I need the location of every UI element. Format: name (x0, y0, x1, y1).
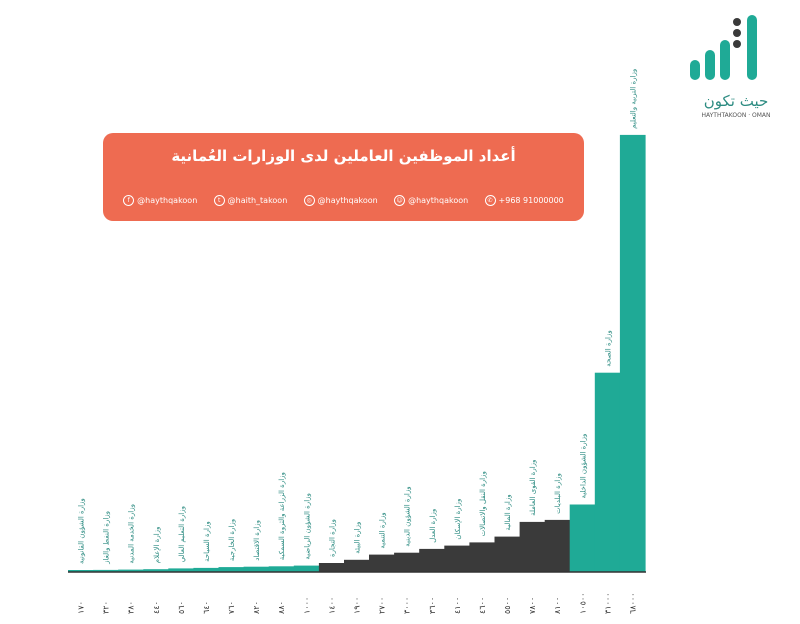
value-label: ٣٠٠٠ (403, 597, 412, 614)
contact-instagram[interactable]: ◎ @haythqakoon (303, 195, 378, 206)
category-label: وزارة الصحة (604, 330, 612, 366)
value-label: ٣١٠٠٠ (603, 593, 612, 614)
instagram-icon: ◎ (303, 195, 315, 206)
value-label: ٥٥٠٠ (503, 597, 512, 614)
category-label: وزارة التربية والتعليم (630, 69, 638, 129)
bar (519, 521, 546, 572)
contact-text: +968 91000000 (498, 196, 564, 205)
bar (594, 372, 621, 572)
category-label: وزارة الإعلام (153, 527, 161, 564)
category-label: وزارة الشؤون الرياضية (303, 493, 311, 560)
bar (118, 569, 144, 572)
category-label: وزارة الشؤون الدينية (404, 486, 412, 546)
bar (494, 536, 521, 572)
logo-dot (733, 29, 741, 37)
category-label: وزارة الإسكان (454, 499, 462, 540)
bar (193, 567, 220, 572)
snapchat-icon: ☺ (394, 195, 406, 206)
bar (268, 566, 295, 572)
logo-dot (733, 18, 741, 26)
contact-text: @haythqakoon (137, 196, 198, 205)
bar (143, 569, 169, 572)
value-label: ٦٤٠ (202, 601, 211, 614)
category-label: وزارة النقل والاتصالات (479, 471, 487, 536)
value-label: ١٠٥٠٠ (578, 593, 587, 614)
value-label: ٣٦٠٠ (428, 597, 437, 614)
value-label: ٤٤٠ (152, 601, 161, 614)
value-label: ١٤٠٠ (327, 597, 336, 614)
category-label: وزارة الزراعة والثروة السمكية (278, 472, 286, 560)
category-label: وزارة المالية (504, 494, 512, 530)
logo-bar (705, 50, 715, 80)
category-label: وزارة القوى العاملة (529, 460, 537, 516)
logo-name: حيث تكون (703, 92, 769, 110)
bar (369, 554, 395, 572)
value-label: ٣٢٠ (102, 601, 111, 614)
value-label: ١٩٠٠ (353, 597, 362, 614)
value-label: ٧٦٠ (227, 601, 236, 614)
logo-bar (690, 60, 700, 80)
value-label: ١٠٠٠ (302, 597, 311, 614)
contact-text: @haythqakoon (317, 196, 378, 205)
bar (544, 519, 571, 572)
twitter-icon: t (213, 195, 225, 206)
value-label: ٣٨٠ (127, 601, 136, 614)
category-label: وزارة الشؤون الداخلية (579, 434, 587, 499)
value-label: ٥٦٠ (177, 601, 186, 614)
category-label: وزارة العدل (429, 509, 437, 543)
value-label: ٢٧٠٠ (378, 597, 387, 614)
category-label: وزارة التعليم العالي (178, 506, 186, 562)
contact-text: @haith_takoon (227, 196, 288, 205)
logo-bar (747, 15, 757, 80)
category-label: وزارة الخدمة المدنية (128, 504, 136, 564)
contact-text: @haythqakoon (408, 196, 469, 205)
title-banner: أعداد الموظفين العاملين لدى الوزارات الع… (103, 133, 584, 221)
value-label: ٨٢٠ (252, 601, 261, 614)
logo-dot (733, 40, 741, 48)
category-label: وزارة النفط والغاز (103, 511, 111, 565)
chart-title: أعداد الموظفين العاملين لدى الوزارات الع… (171, 147, 516, 165)
bar (93, 569, 119, 572)
bar (419, 548, 445, 572)
logo-mark (690, 15, 757, 80)
bar (394, 552, 420, 572)
contact-bar: f @haythqakoon t @haith_takoon ◎ @haythq… (115, 195, 572, 206)
bar (318, 563, 345, 572)
bar (344, 559, 370, 572)
contact-snapchat[interactable]: ☺ @haythqakoon (394, 195, 468, 206)
bar (218, 567, 245, 572)
value-label: ٤٦٠٠ (478, 597, 487, 614)
category-label: وزارة التجارة (328, 519, 336, 557)
bar (619, 134, 646, 572)
value-label: ٤١٠٠ (453, 597, 462, 614)
category-label: وزارة البيئة (354, 522, 362, 554)
value-label: ٨١٠٠ (553, 597, 562, 614)
bar (293, 565, 320, 572)
bar (444, 545, 470, 572)
bar (243, 566, 270, 572)
contact-twitter[interactable]: t @haith_takoon (213, 195, 288, 206)
bar (68, 570, 94, 572)
value-label: ١٧٠ (77, 601, 86, 614)
value-label: ٨٨٠ (277, 601, 286, 614)
category-label: وزارة البلديات (554, 473, 562, 514)
facebook-icon: f (123, 195, 135, 206)
category-label: وزارة السياحة (203, 521, 211, 562)
value-label: ٧٨٠٠ (528, 597, 537, 614)
category-label: وزارة الشؤون القانونية (78, 498, 86, 564)
contact-facebook[interactable]: f @haythqakoon (123, 195, 197, 206)
bar (168, 568, 194, 572)
whatsapp-icon: ✆ (484, 195, 496, 206)
category-label: وزارة التنمية (379, 512, 387, 548)
logo-subtitle: HAYTHTAKOON · OMAN (701, 112, 771, 119)
value-label: ٦٨٠٠٠ (629, 593, 638, 614)
bar (469, 542, 496, 572)
category-label: وزارة الخارجية (228, 519, 236, 561)
logo-bar (720, 40, 730, 80)
bar (569, 504, 596, 572)
contact-whatsapp[interactable]: ✆ +968 91000000 (484, 195, 564, 206)
category-label: وزارة الاقتصاد (253, 520, 261, 561)
